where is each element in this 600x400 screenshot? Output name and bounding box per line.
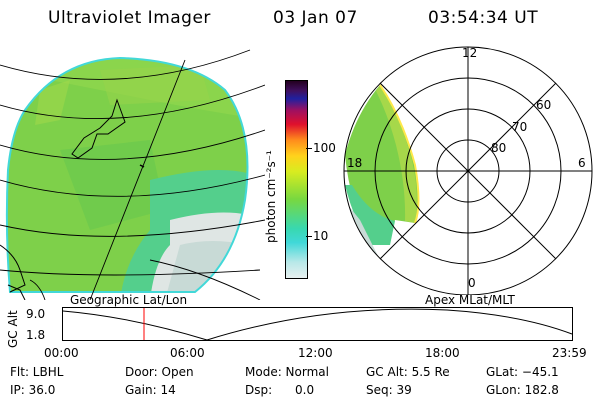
- date-label: 03 Jan 07: [273, 8, 358, 28]
- info-flt: Flt: LBHL: [10, 365, 64, 379]
- colorbar: [285, 80, 308, 279]
- mlt-label-12: 12: [462, 46, 478, 60]
- geographic-caption: Geographic Lat/Lon: [70, 293, 188, 307]
- info-dsp: Dsp: 0.0: [245, 383, 315, 397]
- colorbar-unit-label: photon cm⁻²s⁻¹: [264, 150, 278, 243]
- info-gain: Gain: 14: [125, 383, 176, 397]
- alt-xtick-0600: 06:00: [170, 346, 205, 360]
- info-gcalt: GC Alt: 5.5 Re: [366, 365, 450, 379]
- info-door: Door: Open: [125, 365, 194, 379]
- mlt-label-18: 18: [347, 156, 363, 170]
- info-glat: GLat: −45.1: [486, 365, 559, 379]
- mlat-label-60: 60: [536, 98, 552, 112]
- alt-xtick-1200: 12:00: [298, 346, 333, 360]
- info-ip: IP: 36.0: [10, 383, 56, 397]
- colorbar-label-10: 10: [313, 229, 329, 243]
- colorbar-tick-10: [306, 236, 312, 237]
- info-glon: GLon: 182.8: [486, 383, 559, 397]
- mlt-label-6: 6: [578, 156, 586, 170]
- alt-xtick-0000: 00:00: [44, 346, 79, 360]
- alt-xtick-2359: 23:59: [552, 346, 587, 360]
- alt-ytick-9: 9.0: [26, 307, 46, 321]
- altitude-plot: [62, 307, 573, 341]
- info-mode: Mode: Normal: [245, 365, 329, 379]
- geographic-image: [0, 49, 265, 300]
- alt-ylabel: GC Alt: [6, 310, 20, 348]
- alt-ytick-1-8: 1.8: [26, 328, 46, 342]
- mlat-label-70: 70: [512, 120, 528, 134]
- alt-xtick-1800: 18:00: [425, 346, 460, 360]
- instrument-title: Ultraviolet Imager: [48, 8, 211, 28]
- time-label: 03:54:34 UT: [428, 8, 539, 28]
- colorbar-label-100: 100: [313, 141, 336, 155]
- apex-caption: Apex MLat/MLT: [425, 293, 515, 307]
- mlt-label-0: 0: [468, 276, 476, 290]
- colorbar-tick-100: [306, 148, 312, 149]
- polar-plot: [343, 46, 593, 295]
- info-seq: Seq: 39: [366, 383, 412, 397]
- mlat-label-80: 80: [491, 141, 507, 155]
